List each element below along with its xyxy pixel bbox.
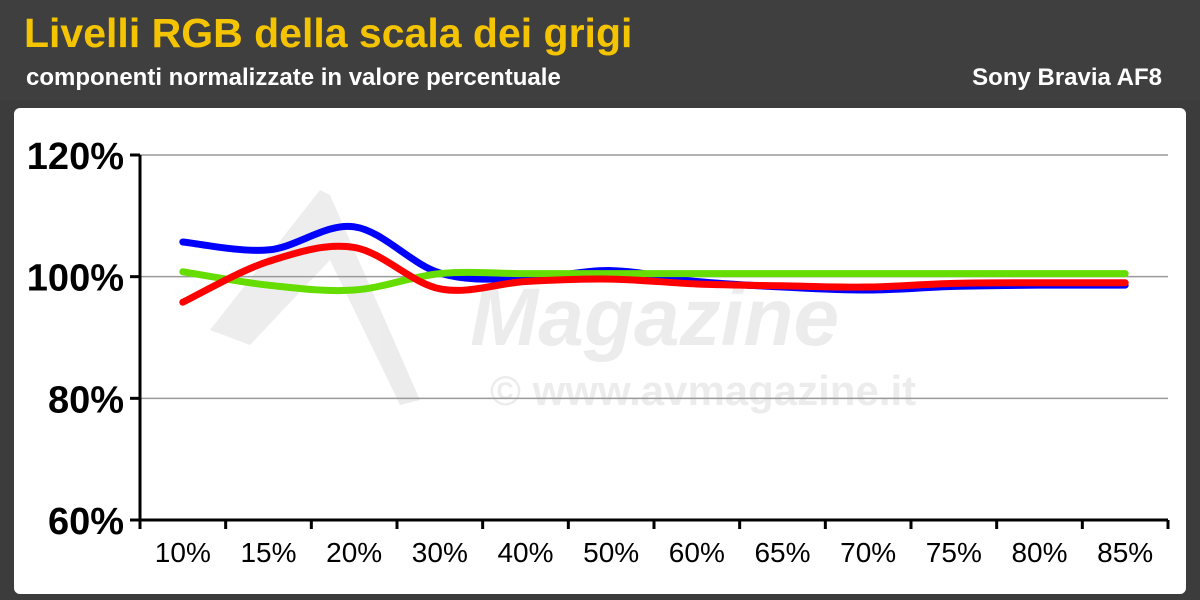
x-tick-label: 30% — [412, 537, 468, 568]
series-line-red — [179, 242, 1129, 306]
series-line-green — [179, 268, 1129, 295]
axes — [130, 153, 1170, 529]
watermark-logo-shape — [210, 190, 420, 405]
x-axis-labels: 10% 15% 20% 30% 40% 50% 60% 65% 70% 75% 80% 85% — [155, 537, 1153, 568]
chart-panel — [14, 108, 1186, 594]
x-tick-label: 70% — [840, 537, 896, 568]
x-tick-label: 10% — [155, 537, 211, 568]
y-tick-label: 80% — [48, 379, 124, 421]
x-tick-label: 80% — [1011, 537, 1067, 568]
x-tick-label: 20% — [326, 537, 382, 568]
watermark-url: © www.avmagazine.it — [490, 367, 916, 414]
chart-subtitle: componenti normalizzate in valore percen… — [26, 64, 561, 91]
x-tick-label: 65% — [754, 537, 810, 568]
y-tick-label: 120% — [27, 136, 124, 178]
x-tick-label: 15% — [240, 537, 296, 568]
header-bar: Livelli RGB della scala dei grigi compon… — [0, 0, 1200, 100]
x-tick-label: 85% — [1097, 537, 1153, 568]
watermark: Magazine © www.avmagazine.it — [210, 190, 916, 414]
x-tick-label: 40% — [497, 537, 553, 568]
brand-label: Sony Bravia AF8 — [972, 64, 1162, 91]
x-tick-label: 60% — [669, 537, 725, 568]
series-layer — [179, 222, 1129, 306]
x-tick-label: 75% — [926, 537, 982, 568]
x-tick-label: 50% — [583, 537, 639, 568]
y-axis-labels: 60% 80% 100% 120% — [27, 136, 124, 543]
y-tick-label: 100% — [27, 258, 124, 300]
chart-title: Livelli RGB della scala dei grigi — [24, 10, 633, 56]
y-tick-label: 60% — [48, 501, 124, 543]
